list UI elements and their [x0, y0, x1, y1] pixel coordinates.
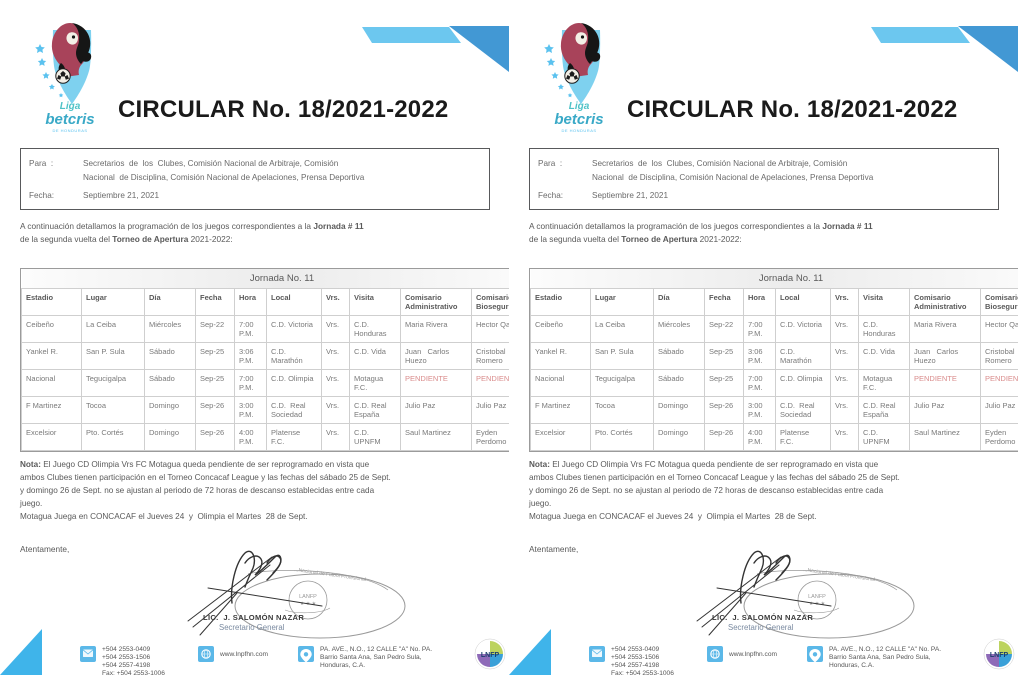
svg-text:LNFP: LNFP [990, 652, 1009, 659]
svg-text:LANFP: LANFP [808, 594, 826, 600]
svg-text:...Nacional de Futbol Profesio: ...Nacional de Futbol Profesional [803, 567, 875, 583]
svg-text:...Nacional de Futbol Profesio: ...Nacional de Futbol Profesional [294, 567, 366, 583]
svg-text:LNFP: LNFP [481, 652, 500, 659]
svg-text:LANFP: LANFP [299, 594, 317, 600]
